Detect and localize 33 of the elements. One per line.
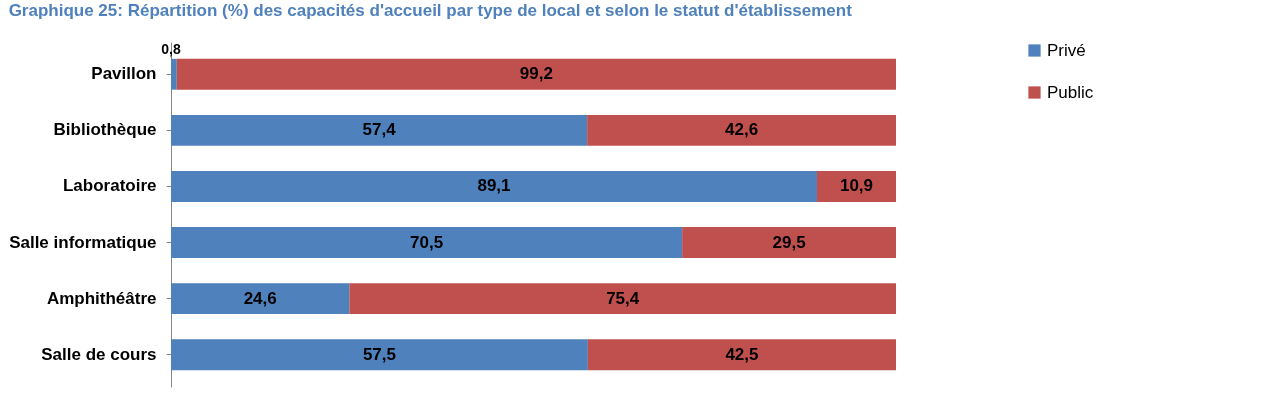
- y-tick-label: Pavillon: [91, 64, 157, 84]
- legend-label: Public: [1047, 82, 1094, 102]
- bar: [176, 58, 896, 90]
- bar: [171, 283, 350, 315]
- bar: [171, 171, 817, 202]
- data-label: 10,9: [839, 176, 874, 196]
- data-label: 29,5: [772, 232, 806, 252]
- bar: [816, 171, 896, 202]
- bar: [171, 58, 177, 90]
- y-tick-label: Bibliothèque: [53, 120, 157, 140]
- data-label: 75,4: [606, 288, 640, 308]
- bar: [587, 339, 896, 371]
- bar: [171, 339, 588, 371]
- data-label: 0,8: [161, 41, 181, 58]
- data-label: 89,1: [477, 176, 511, 196]
- bar: [349, 283, 896, 315]
- data-label: 57,5: [362, 344, 396, 364]
- bar: [587, 114, 896, 146]
- bar: [171, 114, 588, 146]
- chart-title: Graphique 25: Répartition (%) des capacités d'accueil par type de local et selon le statut d'établissement: [8, 1, 853, 20]
- data-label: 99,2: [519, 64, 553, 84]
- data-label: 70,5: [410, 232, 444, 252]
- y-tick-label: Laboratoire: [62, 176, 157, 196]
- y-tick-label: Salle de cours: [41, 344, 157, 364]
- bar: [171, 227, 683, 258]
- data-label: 24,6: [243, 288, 277, 308]
- data-label: 57,4: [362, 120, 397, 140]
- data-label: 42,5: [725, 344, 759, 364]
- y-tick-label: Amphithéâtre: [46, 288, 157, 308]
- legend-label: Privé: [1047, 40, 1086, 60]
- y-tick-label: Salle informatique: [9, 232, 157, 252]
- bar: [682, 227, 896, 258]
- data-label: 42,6: [725, 120, 759, 140]
